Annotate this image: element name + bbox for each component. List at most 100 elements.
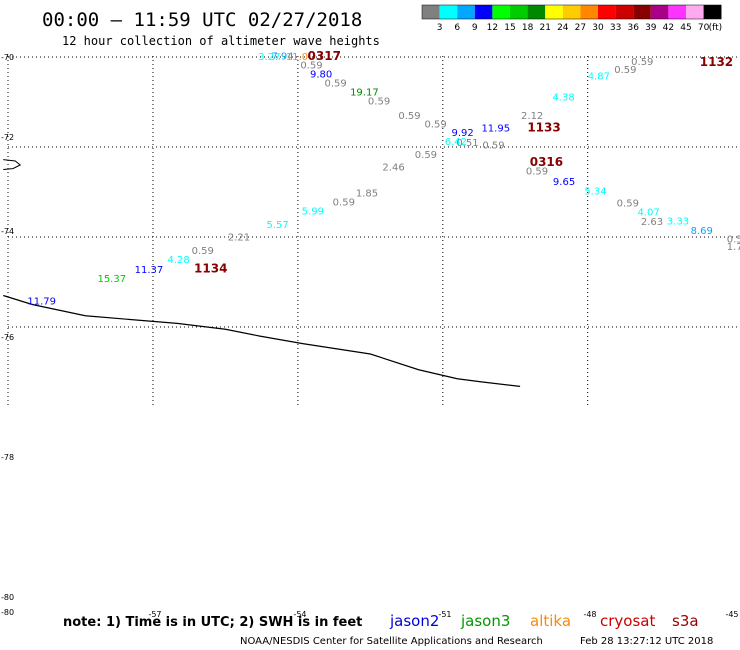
latitude-tick-label: -72	[1, 133, 14, 142]
wave-height-value: 15.37	[97, 274, 126, 285]
latitude-tick-label: -74	[1, 227, 14, 236]
legend-bin-label: 9	[472, 23, 478, 33]
satellite-name-cryosat: cryosat	[600, 612, 655, 630]
legend-bin-label: 21	[539, 23, 550, 33]
legend-swatch	[545, 5, 563, 19]
legend-bin-label: 42	[663, 23, 674, 33]
wave-height-value: 0.59	[368, 97, 390, 108]
legend-swatch	[562, 5, 581, 19]
wave-height-value: 5.34	[584, 186, 606, 197]
wave-height-value: 9.65	[553, 177, 575, 188]
wave-height-value: 2.46	[382, 162, 404, 173]
wave-height-value: 1.85	[356, 189, 378, 200]
satellite-name-jason2: jason2	[389, 612, 439, 630]
wave-height-value: 8.69	[691, 226, 713, 237]
legend-swatch	[668, 5, 686, 19]
wave-height-value: 7.94	[271, 52, 293, 63]
footer-credit: NOAA/NESDIS Center for Satellite Applica…	[240, 636, 543, 647]
legend-swatch	[457, 5, 475, 19]
legend-swatch	[633, 5, 651, 19]
wave-height-value: 0.59	[324, 79, 346, 90]
wave-height-value: 0.51	[456, 138, 478, 149]
wave-height-value: 0.59	[398, 111, 420, 122]
page-title: 00:00 – 11:59 UTC 02/27/2018	[42, 9, 362, 31]
wave-height-value: 4.87	[588, 72, 610, 83]
pass-time-label: 1132	[700, 55, 733, 69]
legend-bin-label: 36	[627, 23, 639, 33]
latitude-tick-label: -70	[1, 53, 14, 62]
coastline-fragment	[3, 159, 22, 170]
legend-bin-label: 24	[557, 23, 569, 33]
wave-height-value: 0.59	[300, 60, 322, 71]
legend-swatch	[598, 5, 616, 19]
legend-unit: (ft)	[709, 23, 723, 33]
wave-height-value: 0.59	[617, 198, 639, 209]
legend-swatch	[439, 5, 458, 19]
longitude-tick-label: -45	[725, 610, 738, 619]
wave-height-value: 9.80	[310, 70, 332, 81]
satellite-name-altika: altika	[530, 612, 571, 630]
legend-frame	[421, 4, 722, 20]
legend-swatch	[527, 5, 546, 19]
wave-height-value: 0.59	[192, 246, 214, 257]
coastline	[3, 159, 521, 387]
wave-height-value: 0.59	[526, 166, 548, 177]
pass-time-labels: 0317 1132 1133 0316 1134	[194, 49, 733, 275]
legend-bin-label: 39	[645, 23, 657, 33]
longitude-tick-label: -54	[293, 610, 306, 619]
wave-height-value: 3.33	[667, 216, 689, 227]
legend-bin-label: 30	[592, 23, 604, 33]
color-legend: 3 6 9 12 15 18 21 24 27 30 33 36 39 42 45 70 (ft)	[421, 4, 723, 33]
wave-height-value: 3.27	[258, 52, 280, 63]
wave-height-value: 5.99	[302, 207, 324, 218]
longitude-tick-label: -48	[583, 610, 596, 619]
latitude-tick-label: -76	[1, 333, 14, 342]
wave-height-value: 2.63	[641, 217, 663, 228]
satellite-name-jason3: jason3	[460, 612, 510, 630]
wave-height-value: 0.59	[424, 120, 446, 131]
wave-height-value: 11.79	[27, 297, 56, 308]
wave-height-value: 4.28	[167, 255, 189, 266]
wave-height-value: 11.0	[286, 52, 308, 63]
wave-height-value: 0.59	[614, 65, 636, 76]
wave-height-value: 0.59	[415, 150, 437, 161]
wave-height-value: 0.59	[333, 198, 355, 209]
legend-bin-label: 15	[504, 23, 515, 33]
legend-swatch	[650, 5, 669, 19]
legend-bin-label: 70	[698, 23, 710, 33]
axis-tick-labels: -70 -72 -74 -76 -78 -80 -80 -57 -54 -51 -48 -45	[1, 53, 739, 619]
wave-height-value: 11.95	[481, 123, 510, 134]
page-subtitle: 12 hour collection of altimeter wave hei…	[62, 34, 380, 48]
latitude-tick-label: -78	[1, 453, 14, 462]
satellite-name-s3a: s3a	[672, 612, 699, 630]
longitude-tick-label: -57	[148, 610, 161, 619]
legend-swatch	[580, 5, 598, 19]
legend-swatch	[492, 5, 510, 19]
pass-time-label: 0316	[530, 155, 563, 169]
legend-bin-label: 12	[487, 23, 498, 33]
wave-height-value: 0.59	[482, 140, 504, 151]
wave-height-observations: 3.277.9411.00.599.800.5919.170.590.590.5…	[27, 52, 740, 308]
latitude-tick-label: -80	[1, 608, 14, 617]
satellite-legend: jason2 jason3 altika cryosat s3a	[389, 612, 699, 630]
wave-height-value: 9.92	[451, 128, 473, 139]
legend-bin-label: 27	[575, 23, 586, 33]
wave-height-value: 11.37	[135, 265, 164, 276]
wave-height-value: 6.42	[445, 137, 467, 148]
legend-swatch	[686, 5, 704, 19]
wave-height-value: 5.57	[267, 220, 289, 231]
legend-swatch	[422, 5, 440, 19]
pass-time-label: 1133	[527, 121, 560, 135]
pass-time-label: 0317	[308, 49, 341, 63]
legend-bin-label: 33	[610, 23, 621, 33]
footer-timestamp: Feb 28 13:27:12 UTC 2018	[580, 636, 713, 647]
wave-height-value: 0.59	[727, 234, 740, 245]
wave-height-value: 19.17	[350, 88, 379, 99]
wave-height-value: 4.07	[637, 207, 659, 218]
wave-height-value: 2.12	[521, 111, 543, 122]
legend-swatch	[510, 5, 528, 19]
legend-swatch	[615, 5, 634, 19]
legend-bin-label: 6	[454, 23, 460, 33]
legend-bin-label: 45	[680, 23, 691, 33]
